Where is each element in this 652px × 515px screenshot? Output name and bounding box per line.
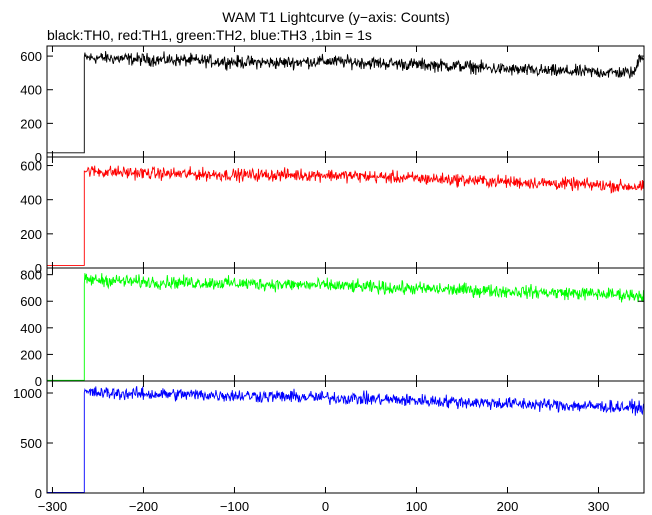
x-tick-label-100: 100 <box>406 499 428 514</box>
panel-3: 0 500 1000 <box>13 380 645 501</box>
y-tick-label-1-400: 400 <box>20 193 42 208</box>
panel-0: 0 200 400 600 <box>20 45 645 165</box>
panels-group: 0200400600020040060002004006008000500100… <box>13 45 645 501</box>
series-line-0 <box>47 51 644 154</box>
y-tick-label-0-200: 200 <box>20 116 42 131</box>
chart-subtitle: black:TH0, red:TH1, green:TH2, blue:TH3 … <box>47 27 372 43</box>
x-tick-label--200: −200 <box>129 499 158 514</box>
y-tick-label-3-0: 0 <box>35 486 42 501</box>
series-line-3 <box>47 386 644 493</box>
x-tick-label-200: 200 <box>497 499 519 514</box>
x-tick-label-300: 300 <box>588 499 610 514</box>
x-axis: −300 −200 −100 0 100 200 300 <box>38 499 610 514</box>
panel-frame-0 <box>46 45 645 158</box>
y-tick-label-2-800: 800 <box>20 268 42 283</box>
panel-frame-3 <box>46 380 645 494</box>
y-tick-label-3-1000: 1000 <box>13 386 42 401</box>
x-tick-label--100: −100 <box>220 499 249 514</box>
y-tick-label-2-0: 0 <box>35 374 42 389</box>
y-tick-label-3-500: 500 <box>20 436 42 451</box>
panel-1: 0 200 400 600 <box>20 156 645 276</box>
y-tick-label-0-600: 600 <box>20 49 42 64</box>
y-tick-label-0-0: 0 <box>35 150 42 165</box>
series-line-1 <box>47 165 644 266</box>
x-tick-label-0: 0 <box>322 499 329 514</box>
chart-title: WAM T1 Lightcurve (y−axis: Counts) <box>222 9 450 25</box>
x-tick-label--300: −300 <box>38 499 67 514</box>
series-line-2 <box>47 273 644 381</box>
y-tick-label-2-600: 600 <box>20 294 42 309</box>
y-tick-label-1-200: 200 <box>20 227 42 242</box>
y-tick-label-0-400: 400 <box>20 83 42 98</box>
y-tick-label-2-200: 200 <box>20 347 42 362</box>
panel-frame-2 <box>46 267 645 382</box>
panel-2: 0 200 400 600 800 <box>20 267 645 389</box>
y-tick-label-1-600: 600 <box>20 159 42 174</box>
y-tick-label-1-0: 0 <box>35 261 42 276</box>
y-tick-label-2-400: 400 <box>20 321 42 336</box>
